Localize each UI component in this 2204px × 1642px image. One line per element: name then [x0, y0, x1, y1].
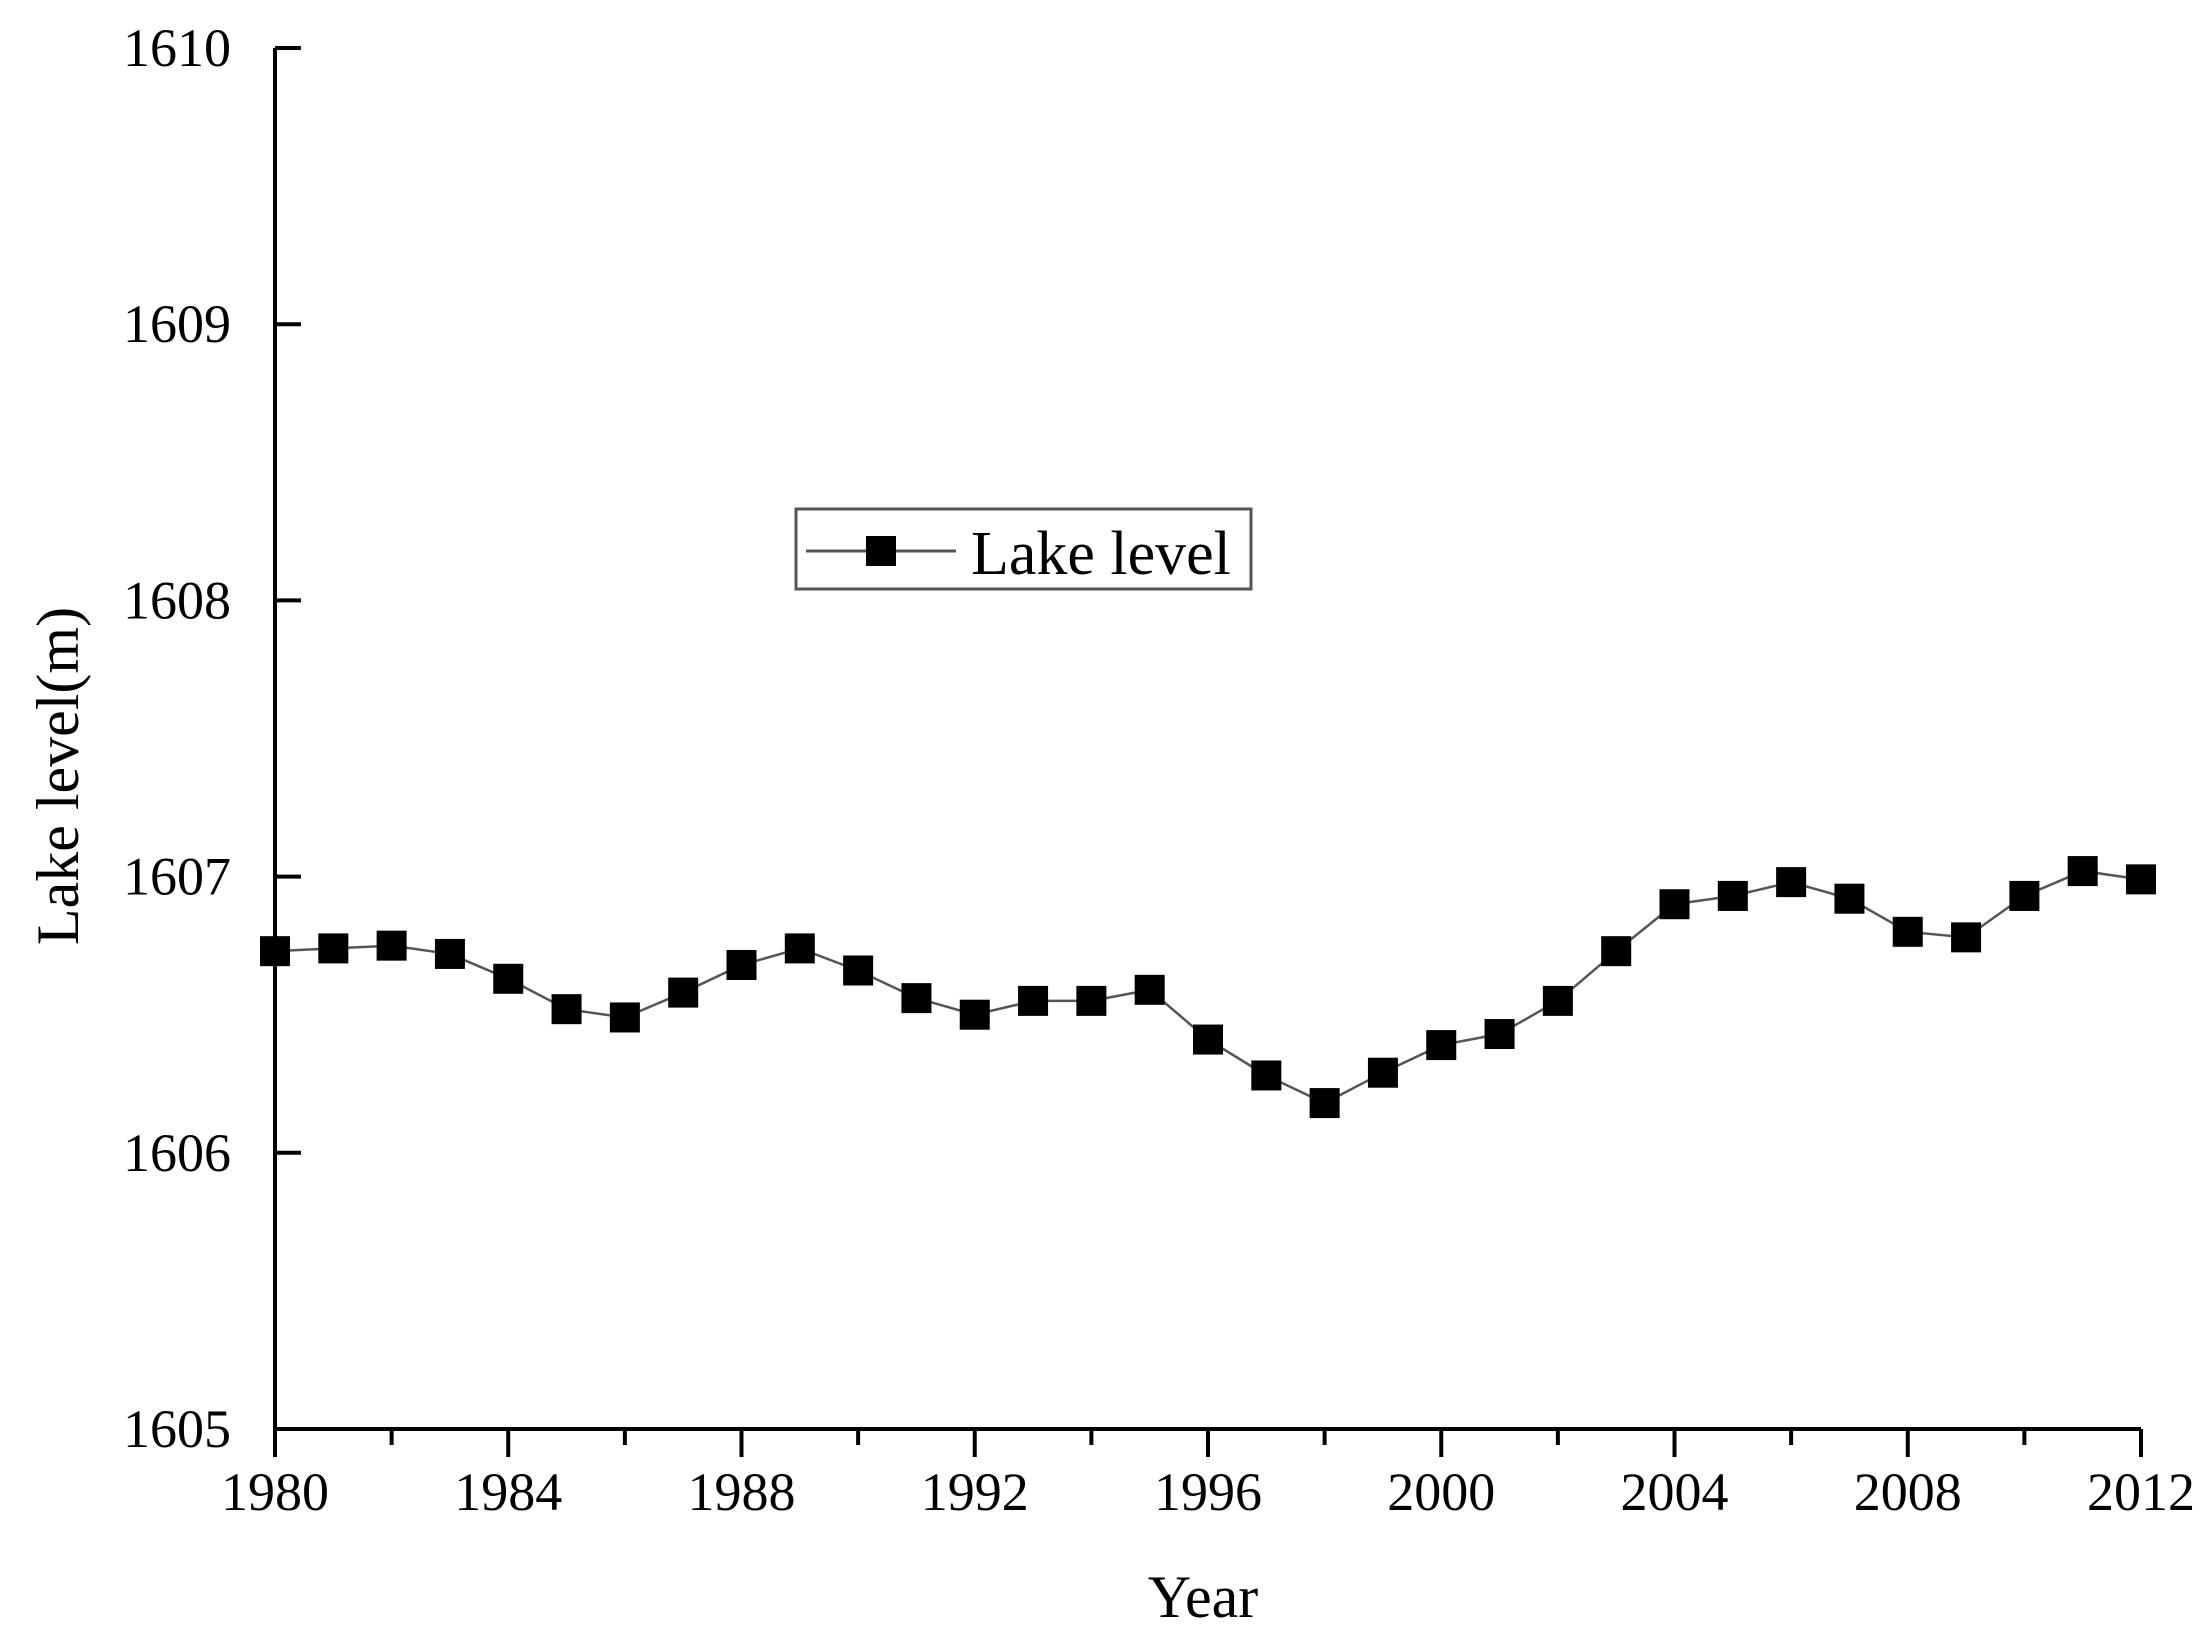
y-tick-label: 1610 — [123, 18, 231, 78]
data-point-marker — [1484, 1019, 1515, 1050]
data-point-marker — [493, 963, 524, 994]
data-point-marker — [668, 977, 699, 1008]
data-point-marker — [901, 983, 932, 1014]
data-point-marker — [609, 1002, 640, 1033]
data-point-marker — [376, 930, 407, 961]
data-point-marker — [1309, 1088, 1340, 1119]
data-point-marker — [1193, 1024, 1223, 1055]
data-point-marker — [2009, 880, 2040, 911]
x-tick-label: 2000 — [1387, 1462, 1495, 1522]
y-tick-label: 1609 — [123, 294, 231, 354]
x-axis-title: Year — [1148, 1564, 1259, 1630]
y-axis-ticks: 1605 1606 1607 1608 1609 1610 — [123, 18, 301, 1459]
data-point-marker — [1834, 883, 1865, 914]
legend-marker — [866, 536, 896, 566]
data-point-marker — [1601, 936, 1632, 967]
data-point-marker — [434, 938, 465, 969]
data-point-marker — [1018, 985, 1049, 1016]
data-point-marker — [1659, 889, 1690, 920]
x-tick-label: 1992 — [921, 1462, 1029, 1522]
data-point-marker — [1776, 867, 1807, 898]
x-tick-label: 2008 — [1854, 1462, 1962, 1522]
data-point-marker — [726, 949, 757, 980]
y-tick-label: 1608 — [123, 570, 231, 630]
y-axis-title: Lake level(m) — [25, 607, 91, 945]
y-tick-label: 1606 — [123, 1123, 231, 1183]
data-point-marker — [551, 994, 582, 1025]
data-point-marker — [843, 955, 874, 986]
data-point-marker — [318, 933, 349, 964]
x-tick-label: 1996 — [1154, 1462, 1262, 1522]
data-layer — [260, 856, 2156, 1119]
x-tick-label: 1984 — [454, 1462, 562, 1522]
data-point-marker — [1367, 1057, 1398, 1088]
y-tick-label: 1607 — [123, 847, 231, 907]
data-point-marker — [1076, 985, 1107, 1016]
y-tick-label: 1605 — [123, 1399, 231, 1459]
data-point-marker — [2067, 856, 2098, 887]
data-point-marker — [1892, 916, 1923, 947]
x-tick-label: 2012 — [2087, 1462, 2195, 1522]
data-point-marker — [1542, 985, 1573, 1016]
data-point-marker — [1717, 880, 1748, 911]
axes-layer: 1605 1606 1607 1608 1609 1610 1980 1984 1988 199… — [123, 18, 2195, 1522]
legend-label: Lake level — [971, 520, 1231, 588]
x-tick-label: 2004 — [1621, 1462, 1729, 1522]
legend: Lake level — [794, 507, 1253, 591]
x-tick-label: 1980 — [221, 1462, 329, 1522]
data-point-marker — [959, 999, 990, 1030]
data-point-marker — [2126, 864, 2156, 895]
data-point-marker — [1951, 922, 1982, 953]
data-point-marker — [1134, 974, 1165, 1005]
data-point-marker — [784, 933, 815, 964]
data-point-marker — [1426, 1030, 1457, 1061]
x-axis-ticks: 1980 1984 1988 1992 1996 2000 2004 2008 2012 — [221, 1429, 2195, 1522]
data-point-marker — [1251, 1060, 1282, 1091]
x-tick-label: 1988 — [688, 1462, 796, 1522]
